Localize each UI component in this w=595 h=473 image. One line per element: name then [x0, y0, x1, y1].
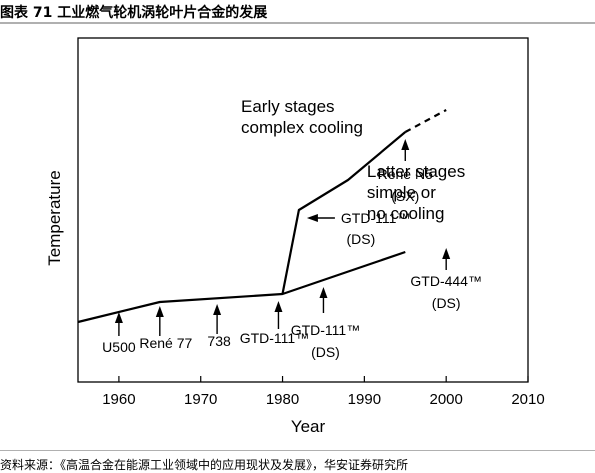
x-axis-title: Year	[291, 417, 326, 436]
alloy-annotation: 738	[207, 304, 231, 349]
alloy-form-label: (DS)	[311, 344, 340, 360]
region-label-line: simple or	[367, 183, 436, 202]
region-label-line: complex cooling	[241, 118, 363, 137]
alloy-name-label: GTD-111™	[341, 210, 411, 226]
alloy-annotation: U500	[102, 312, 136, 355]
alloy-annotation: René N5 (SX)	[378, 139, 433, 204]
region-label: Early stages complex cooling	[241, 97, 363, 137]
y-axis-title: Temperature	[45, 170, 64, 265]
annotation-arrow-head	[274, 301, 283, 312]
region-label-line: Early stages	[241, 97, 335, 116]
annotation-arrow-head	[319, 287, 328, 298]
alloy-name-label: René N5	[378, 166, 433, 182]
alloy-annotation: GTD-111™	[240, 301, 310, 346]
alloy-form-label: (DS)	[347, 231, 376, 247]
alloy-form-label: (SX)	[391, 188, 419, 204]
region-label: Latter stages simple or no cooling	[367, 162, 465, 223]
annotation-arrow-head	[442, 248, 451, 259]
source-note: 资料来源：《高温合金在能源工业领域中的应用现状及发展》，华安证券研究所	[0, 458, 409, 472]
plot-frame	[77, 37, 529, 383]
source-divider	[0, 450, 595, 451]
annotation-arrow-head	[306, 214, 318, 222]
x-tick-label: 1960	[102, 391, 135, 408]
x-tick-label: 1980	[266, 391, 299, 408]
alloy-name-label: U500	[102, 339, 136, 355]
region-label-line: no cooling	[367, 204, 445, 223]
figure-caption: 图表 71 工业燃气轮机涡轮叶片合金的发展	[0, 5, 268, 21]
x-tick-label: 1970	[184, 391, 217, 408]
alloy-name-label: René 77	[139, 335, 192, 351]
alloy-annotation: René 77	[139, 306, 192, 351]
temperature-trend-line-2	[281, 131, 407, 295]
alloy-annotation: GTD-444™ (DS)	[410, 248, 482, 311]
annotation-arrow-head	[114, 312, 123, 323]
x-tick-label: 2010	[511, 391, 544, 408]
caption-divider	[0, 22, 595, 24]
temperature-trend-line-1	[77, 250, 406, 324]
region-label-line: Latter stages	[367, 162, 465, 181]
alloy-form-label: (DS)	[432, 295, 461, 311]
x-tick-label: 2000	[429, 391, 462, 408]
annotation-arrow-head	[155, 306, 164, 317]
alloy-annotation: GTD-111™ (DS)	[306, 210, 411, 247]
annotation-arrow-head	[401, 139, 410, 150]
annotation-arrow-head	[213, 304, 222, 315]
alloy-name-label: GTD-111™	[291, 322, 361, 338]
alloy-name-label: 738	[207, 333, 231, 349]
x-tick-label: 1990	[348, 391, 381, 408]
alloy-name-label: GTD-111™	[240, 330, 310, 346]
alloy-name-label: GTD-444™	[410, 273, 482, 289]
temperature-trend-line-3	[404, 109, 447, 133]
alloy-annotation: GTD-111™ (DS)	[291, 287, 361, 360]
